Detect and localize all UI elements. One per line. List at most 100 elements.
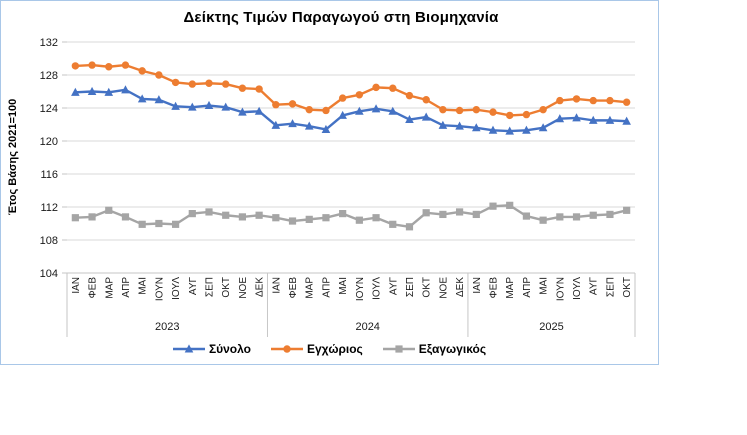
data-point-marker — [405, 223, 414, 231]
data-point-marker — [288, 100, 297, 108]
legend-label: Σύνολο — [208, 342, 251, 356]
x-month-label: ΜΑΡ — [305, 277, 316, 299]
data-point-marker — [439, 210, 447, 219]
data-point-marker — [288, 217, 297, 225]
x-month-label: ΦΕΒ — [288, 277, 299, 299]
y-tick-label: 108 — [40, 235, 58, 247]
data-point-marker — [421, 112, 431, 121]
data-point-marker — [71, 214, 79, 222]
data-point-marker — [488, 125, 498, 134]
y-tick-label: 104 — [40, 268, 58, 280]
data-point-marker — [104, 87, 114, 96]
x-month-label: ΙΟΥΝ — [355, 277, 366, 301]
data-point-marker — [121, 213, 130, 221]
data-point-marker — [88, 61, 96, 69]
data-point-marker — [622, 98, 631, 106]
x-month-label: ΦΕΒ — [489, 277, 500, 299]
series-egchorios — [71, 61, 631, 120]
data-point-marker — [171, 220, 180, 228]
legend-item-synolo: Σύνολο — [172, 342, 251, 356]
x-month-label: ΑΥΓ — [188, 277, 199, 296]
data-point-marker — [338, 94, 347, 102]
legend-marker-triangle-icon — [172, 344, 205, 353]
data-point-marker — [188, 80, 196, 88]
data-point-marker — [288, 119, 297, 128]
data-point-marker — [187, 102, 197, 111]
data-point-marker — [321, 124, 331, 133]
data-point-marker — [371, 104, 381, 113]
data-point-marker — [506, 201, 514, 209]
data-point-marker — [222, 80, 230, 88]
data-point-marker — [589, 211, 597, 219]
data-point-marker — [505, 126, 515, 135]
data-point-marker — [472, 210, 480, 219]
legend-label: Εγχώριος — [306, 342, 363, 356]
x-month-label: ΑΥΓ — [589, 277, 600, 296]
data-point-marker — [105, 206, 113, 214]
data-point-marker — [539, 105, 547, 114]
data-point-marker — [522, 212, 531, 220]
x-month-label: ΣΕΠ — [605, 277, 616, 297]
data-point-marker — [171, 101, 180, 110]
data-point-marker — [572, 113, 581, 122]
x-month-label: ΣΕΠ — [405, 277, 416, 297]
series-synolo — [71, 85, 631, 135]
data-point-marker — [572, 95, 581, 103]
data-point-marker — [238, 107, 247, 116]
x-month-label: ΔΕΚ — [455, 277, 466, 297]
data-point-marker — [605, 115, 615, 124]
chart-title: Δείκτης Τιμών Παραγωγού στη Βιομηχανία — [183, 9, 499, 26]
y-tick-label: 116 — [40, 169, 58, 181]
x-month-label: ΟΚΤ — [622, 277, 633, 298]
x-month-label: ΜΑΡ — [104, 277, 115, 299]
data-point-marker — [238, 213, 247, 221]
y-tick-label: 124 — [40, 103, 58, 115]
x-month-label: ΙΟΥΝ — [154, 277, 165, 301]
data-point-marker — [555, 114, 565, 123]
data-point-marker — [121, 85, 130, 94]
data-point-marker — [389, 84, 397, 92]
data-point-marker — [184, 344, 194, 353]
x-month-label: ΟΚΤ — [221, 277, 232, 298]
data-point-marker — [188, 210, 196, 218]
data-point-marker — [556, 96, 564, 105]
x-month-label: ΑΠΡ — [522, 277, 533, 298]
data-point-marker — [271, 120, 281, 129]
data-point-marker — [255, 85, 263, 93]
x-month-label: ΙΟΥΛ — [372, 277, 383, 300]
x-month-label: ΜΑΡ — [505, 277, 516, 299]
data-point-marker — [588, 115, 598, 124]
data-point-marker — [272, 214, 280, 222]
data-point-marker — [539, 216, 547, 224]
data-point-marker — [205, 208, 213, 216]
data-point-marker — [355, 106, 364, 115]
data-point-marker — [71, 62, 80, 70]
data-point-marker — [389, 220, 397, 228]
data-point-marker — [522, 110, 531, 119]
x-month-label: ΑΠΡ — [321, 277, 332, 298]
data-point-marker — [472, 105, 480, 114]
data-point-marker — [489, 108, 497, 116]
data-point-marker — [455, 208, 464, 216]
series-line-exagogikos — [75, 204, 627, 229]
x-month-label: ΙΟΥΛ — [171, 277, 182, 300]
data-point-marker — [506, 111, 514, 120]
data-point-marker — [405, 91, 414, 100]
data-point-marker — [137, 94, 147, 103]
x-month-label: ΙΑΝ — [71, 277, 82, 294]
data-point-marker — [138, 220, 146, 228]
data-point-marker — [154, 95, 164, 104]
data-point-marker — [339, 210, 347, 218]
data-point-marker — [138, 67, 146, 75]
x-month-label: ΙΑΝ — [271, 277, 282, 294]
x-month-label: ΔΕΚ — [255, 277, 266, 297]
data-point-marker — [538, 123, 548, 132]
x-month-label: ΑΠΡ — [121, 277, 132, 298]
data-point-marker — [606, 210, 614, 219]
data-point-marker — [88, 213, 96, 221]
data-point-marker — [489, 202, 497, 210]
plot-area: 104 108 112 116 120 124 128 132 2023 2024 2025 ΙΑΝ Φ… — [40, 37, 636, 337]
data-point-marker — [322, 214, 330, 222]
x-month-label: ΜΑΙ — [539, 277, 550, 295]
data-point-marker — [355, 216, 363, 224]
